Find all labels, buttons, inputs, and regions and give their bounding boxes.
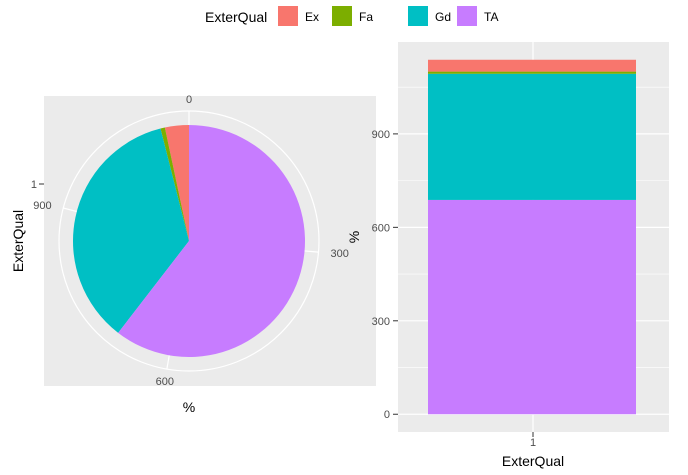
bar-y-tick-label-900: 900: [372, 129, 390, 141]
pie-theta-tick-300: 300: [330, 248, 348, 260]
legend-swatch-ta: [457, 6, 477, 26]
bar-x-axis-title: ExterQual: [502, 453, 564, 469]
legend: ExterQual Ex Fa Gd TA: [205, 6, 498, 26]
legend-swatch-ex: [278, 6, 298, 26]
pie-slice-gd: [72, 128, 189, 333]
pie-x-axis-title: %: [183, 399, 195, 415]
pie-chart: 0 300 600 900 1 % ExterQual: [10, 94, 376, 415]
pie-slice-fa: [160, 127, 189, 241]
pie-theta-tick-0: 0: [186, 94, 192, 106]
legend-label-ex: Ex: [305, 10, 319, 24]
legend-title: ExterQual: [205, 9, 267, 25]
pie-y-axis-title: ExterQual: [10, 210, 26, 272]
legend-label-gd: Gd: [435, 10, 451, 24]
pie-slice-ta: [118, 125, 305, 357]
bar-y-tick-label-0: 0: [384, 409, 390, 421]
pie-theta-tick-900: 900: [33, 200, 51, 212]
legend-swatch-fa: [332, 6, 352, 26]
pie-slice-ex: [164, 125, 189, 241]
bar-segment-ta: [428, 199, 636, 415]
legend-label-ta: TA: [484, 10, 498, 24]
bar-chart: 0 300 600 900 1 ExterQual %: [346, 42, 669, 469]
legend-swatch-gd: [408, 6, 428, 26]
bar-segment-fa: [428, 71, 636, 74]
bar-y-tick-label-600: 600: [372, 222, 390, 234]
legend-label-fa: Fa: [359, 10, 373, 24]
bar-segment-gd: [428, 73, 636, 200]
bar-y-tick-label-300: 300: [372, 316, 390, 328]
pie-category-tick: 1: [31, 179, 37, 191]
pie-theta-tick-600: 600: [156, 376, 174, 388]
bar-y-axis-title: %: [346, 231, 362, 243]
bar-x-tick-label: 1: [530, 437, 536, 449]
bar-segment-ex: [428, 59, 636, 72]
